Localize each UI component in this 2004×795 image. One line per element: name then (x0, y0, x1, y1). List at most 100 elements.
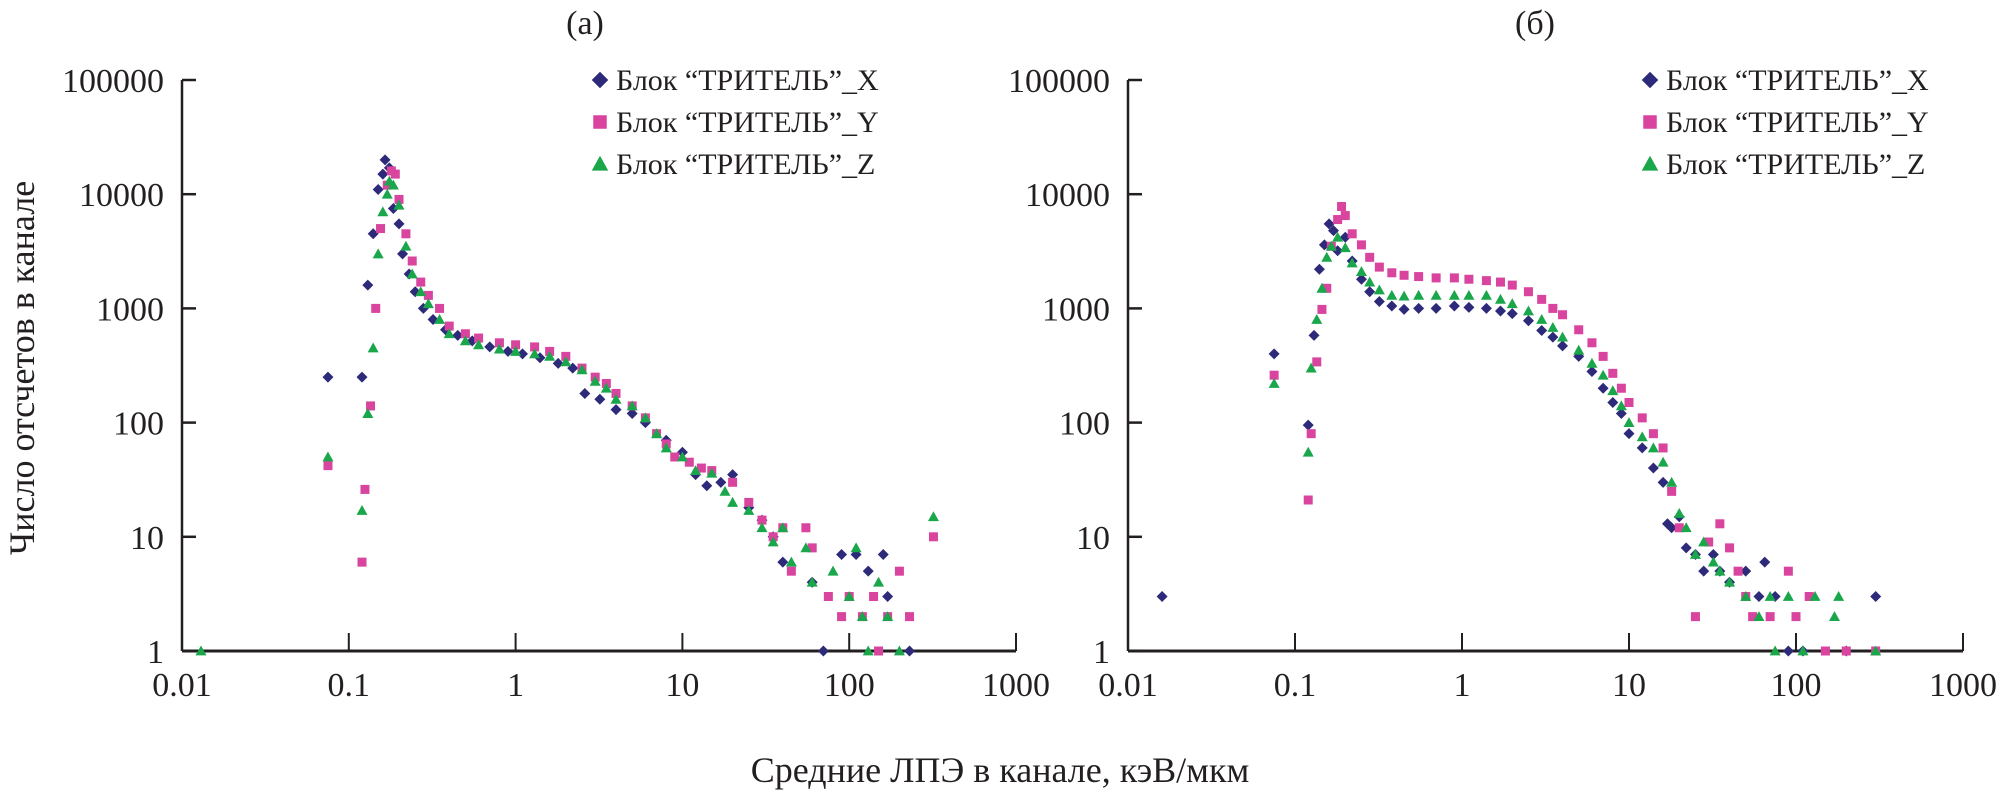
data-point (639, 412, 651, 423)
data-point (473, 339, 485, 350)
x-tick-label: 10 (1612, 667, 1646, 704)
data-point (1431, 273, 1441, 283)
data-point (1558, 310, 1568, 320)
data-point (1648, 429, 1658, 439)
data-point (579, 387, 591, 399)
y-tick-label: 10000 (79, 177, 164, 214)
legend-label: Блок “ТРИТЕЛЬ”_Z (1666, 148, 1925, 181)
data-point (1346, 257, 1358, 268)
data-point (1536, 313, 1548, 324)
data-point (1355, 266, 1367, 277)
data-point (356, 504, 368, 515)
legend-label: Блок “ТРИТЕЛЬ”_Y (1666, 106, 1929, 139)
data-point (589, 375, 601, 386)
data-point (1616, 383, 1626, 393)
data-point (1347, 229, 1357, 239)
data-point (756, 522, 768, 533)
data-point (1523, 287, 1533, 297)
data-point (1323, 218, 1335, 230)
data-point (1587, 338, 1597, 348)
data-point (1647, 442, 1659, 453)
data-point (1707, 556, 1719, 567)
data-point (785, 556, 797, 567)
data-point (393, 218, 405, 230)
data-point (443, 328, 455, 339)
data-point (1448, 300, 1460, 312)
panel-title: (б) (1515, 5, 1555, 42)
data-point (367, 342, 379, 353)
data-point (1340, 211, 1350, 221)
data-point (690, 465, 702, 475)
legend-label: Блок “ТРИТЕЛЬ”_Z (616, 148, 875, 181)
x-tick-label: 1 (1454, 667, 1471, 704)
data-point (894, 566, 904, 576)
data-point (1573, 344, 1585, 355)
data-point (1615, 408, 1627, 420)
data-point (356, 371, 368, 383)
data-point (435, 303, 445, 313)
data-point (444, 321, 454, 331)
data-point (1607, 396, 1619, 408)
data-point (1715, 519, 1725, 529)
data-point (362, 408, 374, 418)
data-point (1557, 331, 1569, 342)
data-point (1657, 456, 1669, 467)
data-point (727, 469, 739, 481)
data-point (1841, 646, 1851, 656)
data-point (882, 611, 894, 622)
data-point (406, 268, 418, 279)
data-point (530, 342, 540, 352)
data-point (397, 248, 409, 260)
data-point (715, 476, 727, 488)
data-point (1536, 325, 1548, 337)
y-tick-label: 100 (1059, 406, 1110, 443)
y-tick-label: 1000 (96, 291, 164, 328)
data-point (1574, 325, 1584, 335)
data-point (777, 522, 789, 533)
data-point (1398, 290, 1410, 301)
data-point (1306, 429, 1316, 439)
data-point (1268, 377, 1280, 388)
data-point (1607, 385, 1619, 396)
data-point (1870, 645, 1882, 656)
data-point (1322, 283, 1332, 293)
data-point (869, 592, 879, 602)
data-point (367, 228, 379, 240)
data-point (561, 351, 571, 361)
x-tick-label: 1 (507, 667, 524, 704)
data-point (1430, 289, 1442, 300)
data-point (727, 496, 739, 507)
data-point (827, 565, 839, 576)
series-triangle (1268, 231, 1882, 656)
data-point (544, 350, 556, 361)
data-point (1548, 303, 1558, 313)
data-point (415, 286, 427, 297)
data-point (1833, 591, 1845, 601)
data-point (1637, 413, 1647, 423)
legend-item: Блок “ТРИТЕЛЬ”_Y (593, 106, 879, 139)
data-point (1317, 304, 1327, 314)
data-point (1398, 303, 1410, 315)
y-tick-label: 1000 (1042, 291, 1110, 328)
data-point (1325, 240, 1337, 251)
data-point (807, 543, 817, 553)
data-point (1522, 315, 1534, 327)
data-point (1463, 301, 1475, 313)
data-point (1725, 543, 1735, 553)
data-point (1537, 294, 1547, 304)
legend-marker-triangle-icon (591, 155, 609, 171)
data-point (1791, 612, 1801, 622)
data-point (904, 645, 916, 657)
data-point (1355, 273, 1367, 285)
data-point (1733, 566, 1743, 576)
data-point (371, 303, 381, 313)
data-point (1506, 308, 1518, 320)
data-point (626, 408, 638, 420)
data-point (1339, 242, 1351, 253)
data-point (836, 548, 848, 560)
data-point (1302, 446, 1314, 457)
data-point (837, 612, 847, 622)
data-point (1698, 536, 1710, 547)
data-point (1547, 331, 1559, 343)
data-point (850, 542, 862, 553)
